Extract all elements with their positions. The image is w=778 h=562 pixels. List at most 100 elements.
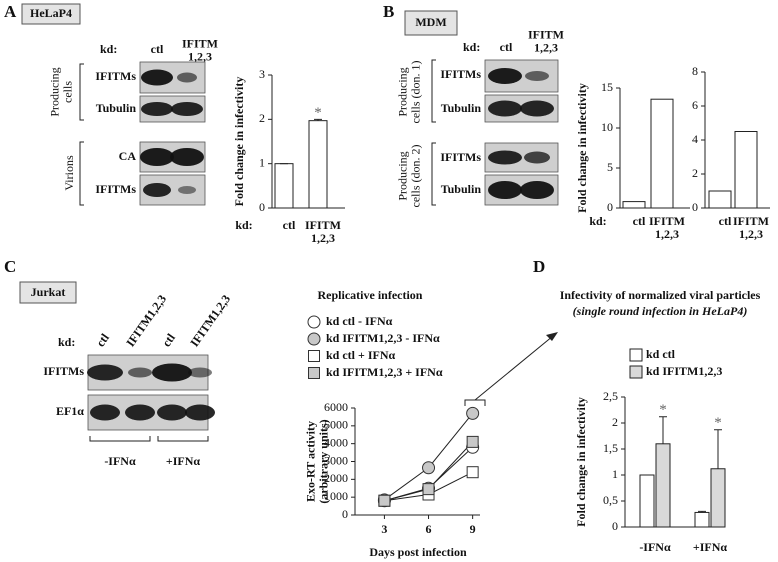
- y-tick-label: 1,5: [603, 441, 618, 455]
- band: [125, 404, 155, 421]
- blot-label: Tubulin: [441, 182, 482, 196]
- label-box: [404, 10, 458, 36]
- legend-marker: [308, 367, 320, 379]
- y-tick-label: 1: [259, 155, 265, 169]
- y-tick-label: 3: [259, 67, 265, 81]
- panel-subtitle: (single round infection in HeLaP4): [573, 304, 748, 318]
- error-bar: [314, 118, 322, 121]
- marker: [378, 494, 391, 507]
- y-tick-label: 2: [612, 415, 618, 429]
- legend-label: kd IFITM1,2,3: [646, 364, 722, 378]
- band: [488, 181, 522, 199]
- significance: *: [314, 105, 322, 121]
- legend-label: kd ctl: [646, 347, 676, 361]
- band: [87, 364, 123, 381]
- legend-label: kd IFITM1,2,3 - IFNα: [326, 331, 440, 345]
- y-tick-label: 0: [607, 200, 613, 214]
- bracket: [431, 142, 436, 206]
- x-prefix: kd:: [589, 214, 606, 228]
- error-bar: [714, 429, 722, 469]
- y-tick-label: 8: [692, 64, 698, 78]
- y-tick-label: 3000: [324, 453, 348, 467]
- lane-label: ctl: [93, 330, 112, 349]
- lane-label: ctl: [159, 330, 178, 349]
- cell-label: Jurkat: [31, 285, 66, 299]
- x-tick-label: IFITM 1,2,3: [733, 214, 769, 241]
- y-tick-label: 5000: [324, 418, 348, 432]
- legend-label: kd ctl + IFNα: [326, 348, 396, 362]
- band: [178, 186, 196, 194]
- label-box: [21, 3, 81, 25]
- label-box: [19, 281, 77, 304]
- band: [185, 404, 215, 421]
- bar: [274, 163, 294, 209]
- bar: [639, 474, 655, 528]
- y-axis-label: Fold change in infectivity: [575, 83, 589, 213]
- legend-marker: [307, 332, 321, 346]
- significance: *: [714, 415, 722, 431]
- lane-label: ctl: [500, 40, 513, 54]
- bracket: [464, 399, 486, 406]
- bar: [655, 443, 671, 528]
- significance: *: [659, 402, 667, 418]
- x-axis-label: Days post infection: [369, 545, 467, 559]
- panel-letter: A: [4, 2, 17, 21]
- y-tick-label: 10: [601, 120, 613, 134]
- error-bar: [659, 416, 667, 444]
- y-tick-label: 15: [601, 80, 613, 94]
- panel-letter: D: [533, 257, 545, 276]
- y-tick-label: 6: [692, 98, 698, 112]
- bar: [708, 190, 732, 209]
- y-tick-label: 2: [259, 111, 265, 125]
- group-label: Virions: [62, 155, 76, 191]
- x-tick-label: ctl: [719, 214, 732, 228]
- legend-label: kd ctl - IFNα: [326, 314, 393, 328]
- band: [141, 69, 173, 86]
- bar: [650, 98, 674, 209]
- kd-label: kd:: [58, 335, 75, 349]
- band: [141, 102, 173, 116]
- bar: [710, 468, 726, 528]
- y-tick-label: 1: [612, 467, 618, 481]
- band: [525, 71, 549, 81]
- y-tick-label: 5: [607, 160, 613, 174]
- x-tick-label: IFITM 1,2,3: [649, 214, 685, 241]
- x-tick-label: -IFNα: [639, 540, 671, 554]
- x-prefix: kd:: [235, 218, 252, 232]
- y-tick-label: 1000: [324, 489, 348, 503]
- band: [488, 100, 522, 117]
- band: [152, 363, 192, 382]
- y-axis-label: Fold change in infectivity: [574, 397, 588, 527]
- band: [128, 367, 152, 378]
- condition-label: -IFNα: [104, 454, 136, 468]
- blot-label: IFITMs: [440, 150, 481, 164]
- legend-swatch: [629, 365, 643, 379]
- marker: [466, 466, 479, 479]
- blot-label: IFITMs: [440, 67, 481, 81]
- bar: [622, 201, 646, 209]
- blot-label: IFITMs: [95, 182, 136, 196]
- legend-label: kd IFITM1,2,3 + IFNα: [326, 365, 443, 379]
- arrow-head: [546, 332, 558, 341]
- band: [188, 367, 212, 378]
- blot-label: EF1α: [56, 404, 84, 418]
- blot-label: IFITMs: [95, 69, 136, 83]
- band: [90, 404, 120, 421]
- bracket: [431, 59, 436, 123]
- bracket: [89, 436, 209, 442]
- legend-marker: [307, 315, 321, 329]
- kd-label: kd:: [100, 42, 117, 56]
- marker: [466, 435, 479, 448]
- band: [170, 148, 204, 166]
- band: [157, 404, 187, 421]
- bracket: [79, 141, 84, 206]
- panel-title: Infectivity of normalized viral particle…: [560, 288, 761, 302]
- arrow: [474, 335, 554, 401]
- group-label: Producingcells: [47, 67, 74, 116]
- bar: [694, 511, 710, 528]
- cell-label: MDM: [415, 15, 446, 29]
- lane-label: IFITM1,2,3: [187, 292, 233, 349]
- y-tick-label: 0,5: [603, 493, 618, 507]
- blot-label: Tubulin: [441, 101, 482, 115]
